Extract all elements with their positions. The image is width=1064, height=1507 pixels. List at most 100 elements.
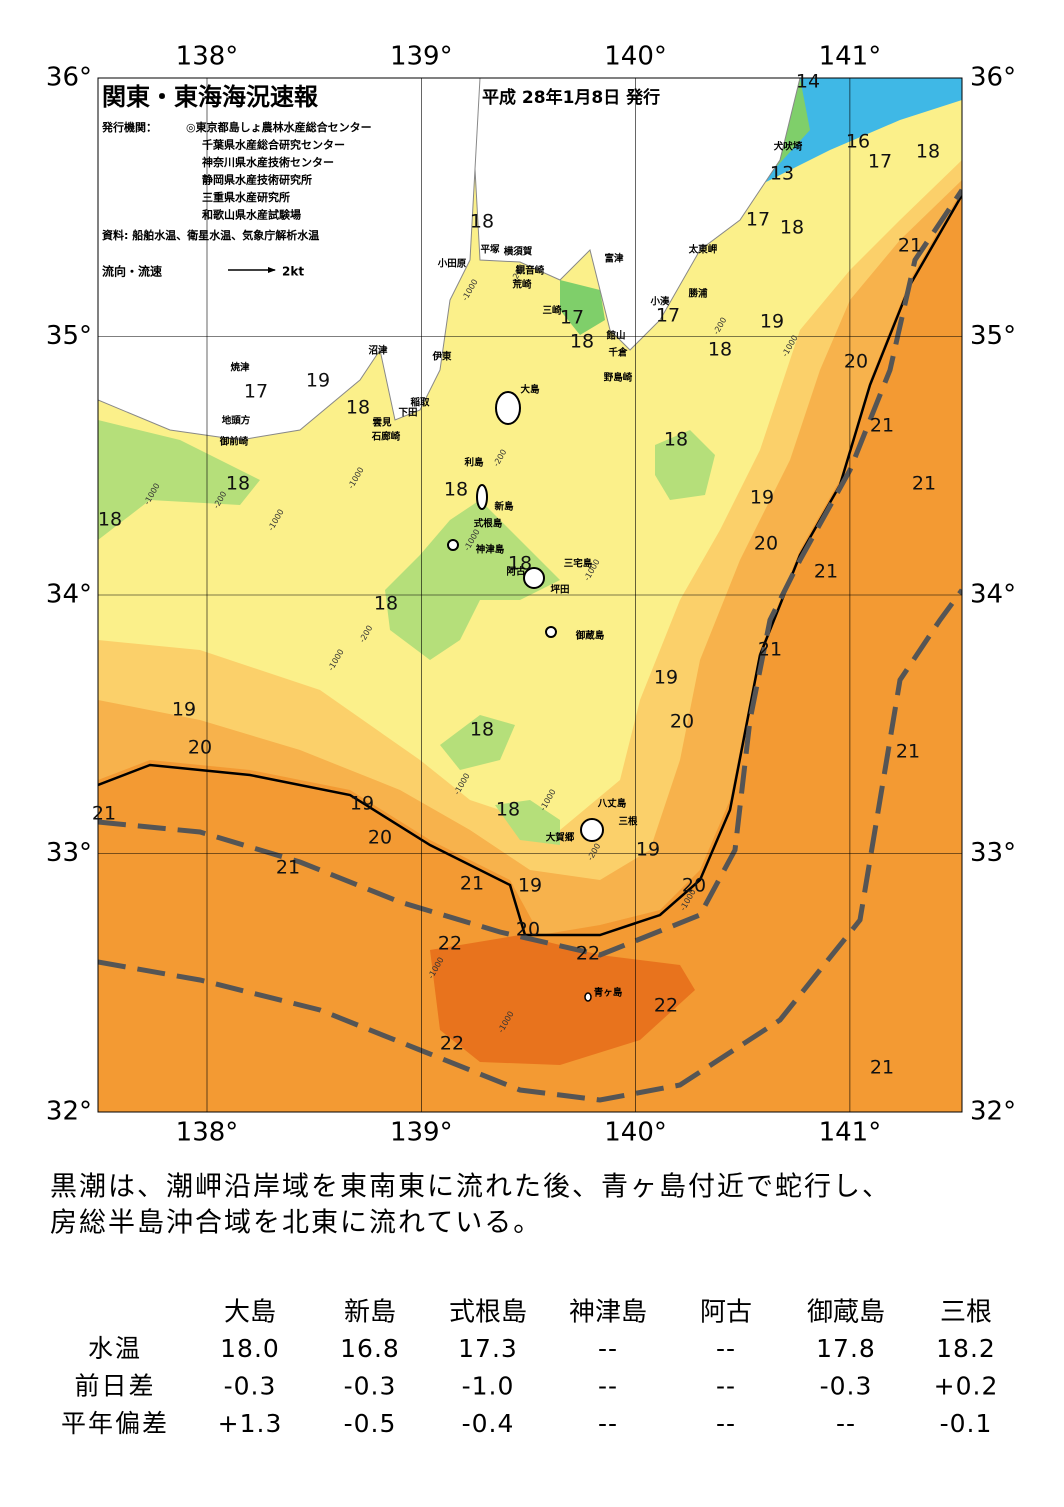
lat-label: 33° [970, 838, 1016, 868]
issuer: 神奈川県水産技術センター [202, 155, 334, 169]
isotherm-label: 18 [226, 473, 250, 495]
lon-label: 139° [390, 42, 453, 72]
table-cell: -- [598, 1334, 618, 1363]
place-name: 御蔵島 [575, 630, 605, 642]
lon-label: 138° [176, 42, 239, 72]
isotherm-label: 13 [770, 163, 794, 185]
lat-label: 35° [970, 321, 1016, 351]
lon-label: 140° [604, 1118, 667, 1148]
place-name: 館山 [605, 330, 625, 342]
place-name: 地頭方 [222, 415, 251, 427]
isotherm-label: 18 [708, 339, 732, 361]
place-name: 太東岬 [689, 244, 718, 256]
table-cell: -- [716, 1372, 736, 1401]
island [584, 992, 592, 1002]
row-label: 平年偏差 [61, 1409, 169, 1438]
isotherm-label: 22 [576, 943, 600, 965]
table-cell: -- [598, 1409, 618, 1438]
table-header: 大島 [224, 1298, 276, 1328]
sea-17 [560, 280, 605, 335]
island [476, 484, 488, 510]
place-name: 焼津 [230, 362, 250, 374]
isotherm-label: 18 [444, 479, 468, 501]
isotherm-label: 18 [98, 509, 122, 531]
isotherm-label: 19 [350, 793, 374, 815]
isotherm-label: 18 [496, 799, 520, 821]
summary-line: 房総半島沖合域を北東に流れている。 [50, 1208, 542, 1239]
isotherm-label: 19 [518, 875, 542, 897]
isotherm-label: 20 [844, 351, 868, 373]
table-cell: -- [716, 1334, 736, 1363]
issuer: ◎東京都島しょ農林水産総合センター [186, 120, 372, 134]
table-cell: +1.3 [218, 1409, 283, 1438]
kuroshio-axis [98, 188, 962, 958]
table-cell: 18.0 [220, 1334, 280, 1363]
isotherm-label: 21 [460, 873, 484, 895]
isotherm-label: 20 [682, 875, 706, 897]
place-name: 犬吠埼 [773, 141, 803, 153]
place-name: 三根 [618, 816, 638, 828]
table-cell: -- [836, 1409, 856, 1438]
table-cell: 16.8 [340, 1334, 400, 1363]
isotherm-label: 21 [276, 857, 300, 879]
issue-date: 平成 28年1月8日 発行 [482, 87, 660, 108]
isotherm-label: 14 [796, 71, 820, 93]
isotherm-label: 16 [846, 131, 870, 153]
place-name: 三崎 [542, 305, 562, 317]
lon-label: 141° [819, 1118, 882, 1148]
issuer-label: 発行機関： [101, 120, 157, 134]
lat-label: 34° [46, 580, 92, 610]
table-header: 阿古 [700, 1298, 752, 1328]
lon-label: 141° [819, 42, 882, 72]
issuer: 千葉県水産総合研究センター [202, 138, 345, 152]
isotherm-label: 21 [814, 561, 838, 583]
place-name: 千倉 [608, 347, 628, 359]
grid [98, 77, 962, 1113]
isotherm-label: 21 [758, 639, 782, 661]
table-cell: -1.0 [462, 1372, 515, 1401]
legend-arrowhead [268, 267, 276, 273]
table-header: 御蔵島 [807, 1298, 885, 1328]
table-cell: -0.5 [344, 1409, 397, 1438]
lat-label: 33° [46, 838, 92, 868]
table-cell: 17.3 [458, 1334, 518, 1363]
isotherm-label: 19 [306, 370, 330, 392]
table-cell: +0.2 [934, 1372, 999, 1401]
isotherm-label: 19 [636, 839, 660, 861]
isotherm-label: 21 [912, 473, 936, 495]
place-name: 阿古 [506, 566, 526, 578]
place-name: 八丈島 [597, 798, 627, 810]
sea-22 [430, 935, 695, 1065]
isotherm-label: 21 [92, 803, 116, 825]
table-cell: -0.3 [224, 1372, 277, 1401]
isotherm-label: 19 [172, 699, 196, 721]
sea-14 [760, 78, 962, 185]
table-cell: -0.1 [940, 1409, 993, 1438]
place-name: 勝浦 [688, 288, 708, 300]
table-cell: -- [716, 1409, 736, 1438]
isotherm-label: 20 [188, 737, 212, 759]
place-name: 利島 [463, 457, 484, 469]
table-cell: -- [598, 1372, 618, 1401]
place-name: 平塚 [480, 244, 500, 256]
place-name: 雲見 [372, 417, 392, 429]
isotherm-label: 22 [438, 933, 462, 955]
isotherm-label: 18 [570, 331, 594, 353]
isotherm-label: 18 [470, 719, 494, 741]
isotherm-label: 17 [560, 307, 584, 329]
row-label: 水温 [88, 1334, 142, 1363]
isotherm-label: 19 [750, 487, 774, 509]
isotherm-label: 18 [470, 211, 494, 233]
lat-label: 36° [970, 63, 1016, 93]
sea-18-patch [385, 500, 560, 660]
place-name: 観音崎 [516, 265, 545, 277]
place-name: 富津 [604, 253, 624, 265]
place-name: 石廊崎 [371, 431, 401, 443]
place-name: 稲取 [410, 397, 430, 409]
land-kanto [98, 78, 801, 351]
lat-label: 34° [970, 580, 1016, 610]
land-izu-shizuoka [98, 78, 481, 441]
isotherm-label: 17 [746, 209, 770, 231]
table-cell: 17.8 [816, 1334, 876, 1363]
place-name: 大島 [520, 384, 540, 396]
